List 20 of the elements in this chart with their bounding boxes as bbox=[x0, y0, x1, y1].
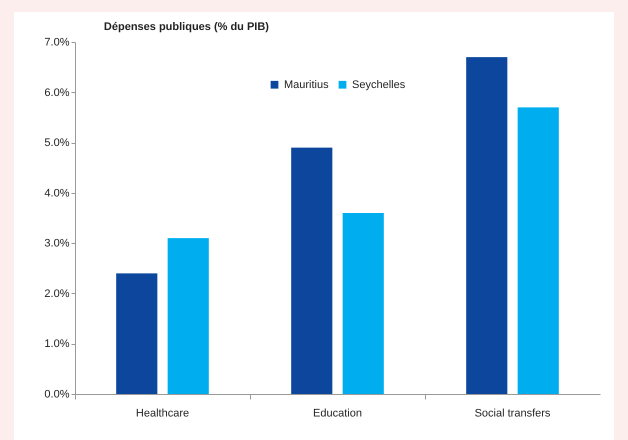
bar bbox=[466, 57, 508, 394]
bar bbox=[291, 148, 332, 394]
legend-label: Seychelles bbox=[352, 78, 406, 91]
y-tick-label: 2.0% bbox=[44, 288, 70, 300]
y-tick-label: 3.0% bbox=[44, 238, 70, 250]
y-tick-label: 0.0% bbox=[44, 388, 70, 400]
bar bbox=[518, 107, 559, 394]
x-tick-label: Education bbox=[313, 408, 362, 420]
x-tick-label: Healthcare bbox=[136, 408, 190, 420]
y-tick-label: 4.0% bbox=[44, 187, 70, 200]
bar bbox=[116, 273, 158, 394]
chart-title: Dépenses publiques (% du PIB) bbox=[104, 21, 270, 33]
bar bbox=[168, 238, 209, 394]
legend-label: Mauritius bbox=[284, 78, 330, 91]
y-tick-label: 5.0% bbox=[44, 137, 70, 150]
y-tick-label: 1.0% bbox=[44, 338, 70, 350]
x-tick-label: Social transfers bbox=[474, 408, 551, 420]
bar bbox=[342, 212, 384, 394]
y-tick-label: 6.0% bbox=[44, 86, 70, 99]
y-tick-label: 7.0% bbox=[44, 36, 70, 48]
